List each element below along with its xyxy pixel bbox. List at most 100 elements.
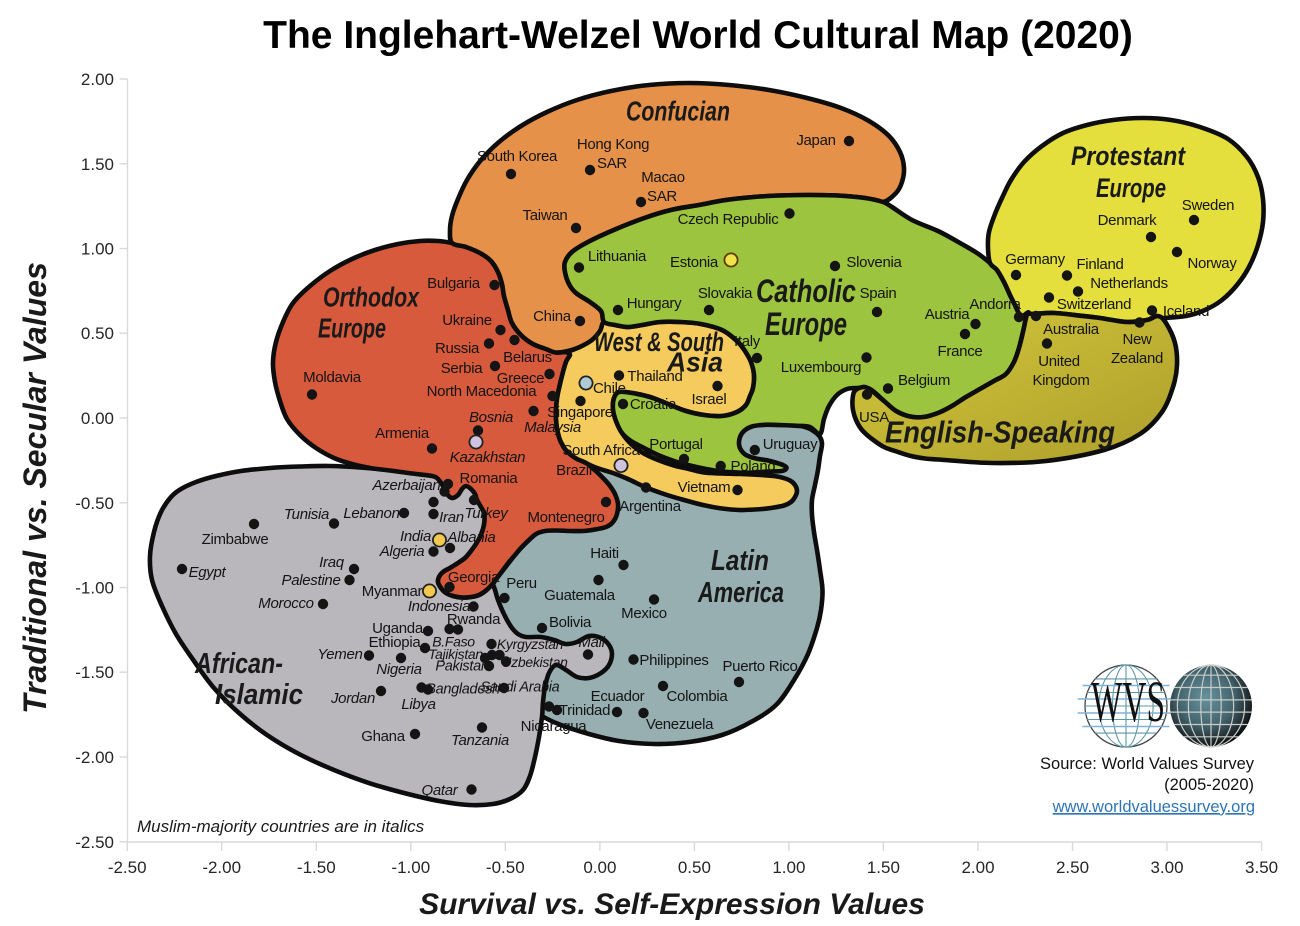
svg-text:Europe: Europe — [1096, 173, 1166, 203]
svg-text:Islamic: Islamic — [215, 679, 303, 711]
svg-text:Guatemala: Guatemala — [544, 587, 616, 604]
svg-text:SAR: SAR — [597, 155, 627, 172]
svg-text:Taiwan: Taiwan — [523, 207, 568, 224]
svg-text:Japan: Japan — [796, 132, 835, 149]
svg-text:Protestant: Protestant — [1071, 141, 1186, 171]
svg-text:Turkey: Turkey — [465, 505, 510, 522]
svg-text:Asia: Asia — [666, 347, 723, 378]
svg-text:Greece: Greece — [497, 370, 544, 387]
svg-text:Puerto Rico: Puerto Rico — [722, 658, 797, 675]
svg-text:Orthodox: Orthodox — [323, 282, 420, 313]
svg-text:1.00: 1.00 — [81, 240, 114, 259]
svg-text:Libya: Libya — [401, 696, 435, 713]
svg-text:Haiti: Haiti — [590, 545, 619, 562]
svg-text:Zimbabwe: Zimbabwe — [202, 531, 269, 548]
svg-text:Hungary: Hungary — [627, 295, 682, 312]
svg-text:Bulgaria: Bulgaria — [427, 275, 481, 292]
svg-text:Macao: Macao — [641, 169, 685, 186]
svg-text:Ethiopia: Ethiopia — [369, 634, 422, 651]
svg-text:SAR: SAR — [647, 188, 677, 205]
svg-text:Belarus: Belarus — [503, 349, 552, 366]
svg-text:Iceland: Iceland — [1163, 303, 1209, 320]
svg-text:Lebanon: Lebanon — [343, 505, 399, 522]
svg-text:Albania: Albania — [447, 529, 496, 546]
svg-text:Saudi Arabia: Saudi Arabia — [481, 680, 560, 696]
svg-text:Rwanda: Rwanda — [447, 611, 501, 628]
svg-text:Malaysia: Malaysia — [524, 419, 581, 436]
svg-text:(2005-2020): (2005-2020) — [1164, 776, 1254, 794]
svg-text:Peru: Peru — [506, 575, 537, 592]
svg-text:0.00: 0.00 — [583, 858, 616, 877]
svg-text:Russia: Russia — [435, 340, 480, 357]
svg-text:South Africa: South Africa — [562, 442, 640, 459]
svg-text:Myanmar: Myanmar — [362, 583, 423, 600]
svg-text:Uganda: Uganda — [372, 620, 424, 637]
svg-text:Confucian: Confucian — [626, 96, 730, 127]
svg-text:Colombia: Colombia — [667, 688, 729, 705]
svg-text:Estonia: Estonia — [670, 254, 719, 271]
svg-text:Tunisia: Tunisia — [284, 506, 329, 523]
svg-text:New: New — [1122, 331, 1152, 348]
svg-text:-2.50: -2.50 — [75, 833, 114, 852]
svg-text:The Inglehart-Welzel World Cul: The Inglehart-Welzel World Cultural Map … — [263, 14, 1133, 57]
svg-text:-0.50: -0.50 — [75, 494, 114, 513]
svg-text:-1.50: -1.50 — [297, 858, 336, 877]
svg-text:-2.00: -2.00 — [202, 858, 241, 877]
svg-text:Tajikistan: Tajikistan — [428, 646, 483, 662]
svg-text:America: America — [697, 577, 784, 609]
svg-text:Hong Kong: Hong Kong — [577, 136, 649, 153]
svg-text:Croatia: Croatia — [630, 396, 677, 413]
svg-text:Belgium: Belgium — [898, 372, 950, 389]
svg-text:Iran: Iran — [439, 509, 464, 526]
svg-text:Bosnia: Bosnia — [469, 409, 513, 426]
svg-text:www.worldvaluessurvey.org: www.worldvaluessurvey.org — [1052, 798, 1255, 816]
svg-text:1.50: 1.50 — [81, 155, 114, 174]
svg-text:Survival vs. Self-Expression V: Survival vs. Self-Expression Values — [419, 888, 925, 921]
svg-text:2.50: 2.50 — [1056, 858, 1089, 877]
svg-text:Singapore: Singapore — [547, 404, 613, 421]
svg-text:0.50: 0.50 — [678, 858, 711, 877]
svg-text:Andorra: Andorra — [969, 296, 1021, 313]
svg-text:1.00: 1.00 — [772, 858, 805, 877]
svg-text:Uruguay: Uruguay — [763, 436, 818, 453]
svg-text:Jordan: Jordan — [330, 690, 375, 707]
svg-text:Palestine: Palestine — [281, 572, 340, 589]
svg-text:Kazakhstan: Kazakhstan — [450, 449, 525, 466]
svg-text:0.00: 0.00 — [81, 409, 114, 428]
svg-text:France: France — [938, 343, 983, 360]
svg-text:Mexico: Mexico — [621, 605, 667, 622]
svg-text:Australia: Australia — [1043, 321, 1100, 338]
svg-text:Poland: Poland — [731, 458, 776, 475]
svg-text:Serbia: Serbia — [441, 360, 484, 377]
svg-text:Traditional vs. Secular Values: Traditional vs. Secular Values — [17, 262, 53, 714]
svg-text:China: China — [533, 308, 572, 325]
svg-text:Lithuania: Lithuania — [588, 248, 647, 265]
svg-text:United: United — [1038, 353, 1080, 370]
svg-text:Finland: Finland — [1076, 256, 1123, 273]
svg-text:Germany: Germany — [1005, 251, 1065, 268]
svg-text:3.50: 3.50 — [1245, 858, 1278, 877]
svg-text:Qatar: Qatar — [421, 782, 458, 799]
svg-text:Europe: Europe — [318, 313, 386, 344]
svg-text:Indonesia: Indonesia — [408, 598, 470, 615]
svg-text:Georgia: Georgia — [448, 569, 500, 586]
svg-text:Argentina: Argentina — [619, 498, 681, 515]
svg-text:South Korea: South Korea — [477, 148, 558, 165]
svg-text:Brazil: Brazil — [556, 462, 592, 479]
svg-text:Thailand: Thailand — [627, 368, 682, 385]
svg-text:-1.50: -1.50 — [75, 663, 114, 682]
svg-text:3.00: 3.00 — [1150, 858, 1183, 877]
svg-text:Ukraine: Ukraine — [442, 312, 492, 329]
svg-text:Romania: Romania — [460, 470, 519, 487]
svg-text:Italy: Italy — [734, 333, 761, 350]
svg-text:-1.00: -1.00 — [75, 579, 114, 598]
svg-text:0.50: 0.50 — [81, 324, 114, 343]
svg-text:Latin: Latin — [711, 545, 769, 577]
svg-text:-0.50: -0.50 — [486, 858, 525, 877]
svg-text:Spain: Spain — [860, 285, 897, 302]
svg-text:2.00: 2.00 — [81, 70, 114, 89]
svg-text:Venezuela: Venezuela — [646, 716, 714, 733]
svg-text:Europe: Europe — [765, 306, 847, 342]
svg-text:India: India — [400, 528, 431, 545]
svg-text:Pakistan: Pakistan — [435, 659, 488, 675]
